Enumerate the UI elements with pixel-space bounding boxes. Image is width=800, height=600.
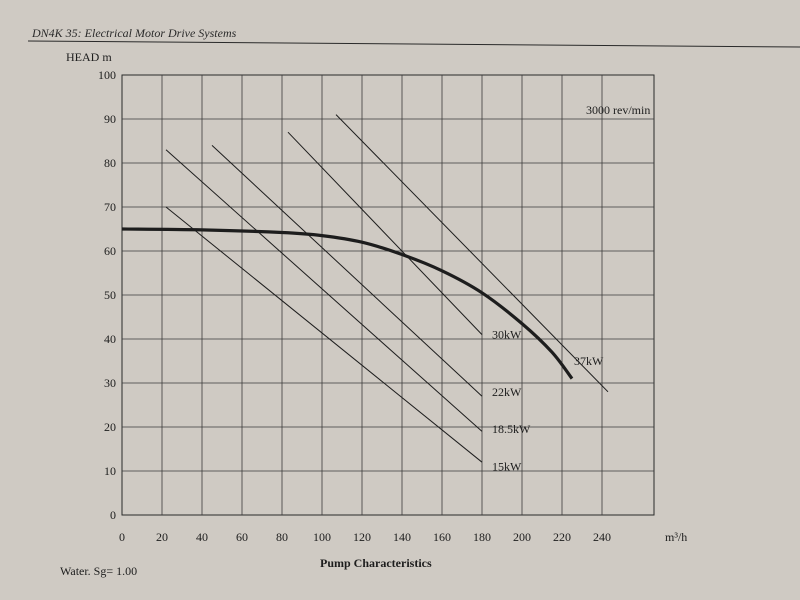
y-tick-label: 50 xyxy=(104,288,116,302)
power-line-label: 22kW xyxy=(492,385,522,399)
x-tick-label: 120 xyxy=(353,530,371,544)
grid xyxy=(122,75,654,515)
y-tick-label: 60 xyxy=(104,244,116,258)
x-tick-label: 60 xyxy=(236,530,248,544)
y-tick-label: 20 xyxy=(104,420,116,434)
y-tick-label: 80 xyxy=(104,156,116,170)
y-tick-label: 70 xyxy=(104,200,116,214)
figure-caption: Pump Characteristics xyxy=(320,556,432,570)
x-tick-label: 40 xyxy=(196,530,208,544)
power-line xyxy=(211,145,483,397)
series-labels: 15kW 18.5kW 22kW 30kW 37kW xyxy=(492,328,604,474)
power-line xyxy=(165,149,483,432)
fluid-caption: Water. Sg= 1.00 xyxy=(60,564,137,578)
x-axis-ticks: 0 20 40 60 80 100 120 140 160 180 200 220 240 xyxy=(119,530,611,544)
power-line-label: 30kW xyxy=(492,328,522,342)
x-tick-label: 220 xyxy=(553,530,571,544)
y-tick-label: 10 xyxy=(104,464,116,478)
y-tick-label: 100 xyxy=(98,68,116,82)
power-line-label: 15kW xyxy=(492,460,522,474)
series-layer xyxy=(121,114,609,463)
x-tick-label: 140 xyxy=(393,530,411,544)
x-tick-label: 180 xyxy=(473,530,491,544)
y-tick-label: 40 xyxy=(104,332,116,346)
header-rule xyxy=(27,40,800,48)
y-axis-label: HEAD m xyxy=(66,50,112,64)
power-line xyxy=(287,131,483,335)
document-header: DN4K 35: Electrical Motor Drive Systems xyxy=(31,26,237,40)
x-axis-label: m³/h xyxy=(665,530,687,544)
pump-head-curve xyxy=(121,227,574,380)
x-tick-label: 20 xyxy=(156,530,168,544)
x-tick-label: 80 xyxy=(276,530,288,544)
x-tick-label: 0 xyxy=(119,530,125,544)
pump-chart: 0 10 20 30 40 50 60 70 80 90 100 0 20 40 60 80 100 120 14… xyxy=(66,50,687,544)
y-tick-label: 30 xyxy=(104,376,116,390)
x-tick-label: 200 xyxy=(513,530,531,544)
x-tick-label: 160 xyxy=(433,530,451,544)
power-line-label: 37kW xyxy=(574,354,604,368)
y-tick-label: 0 xyxy=(110,508,116,522)
power-line xyxy=(165,206,483,463)
power-line-label: 18.5kW xyxy=(492,422,531,436)
x-tick-label: 240 xyxy=(593,530,611,544)
y-axis-ticks: 0 10 20 30 40 50 60 70 80 90 100 xyxy=(98,68,116,522)
x-tick-label: 100 xyxy=(313,530,331,544)
y-tick-label: 90 xyxy=(104,112,116,126)
power-line xyxy=(335,114,609,393)
speed-label: 3000 rev/min xyxy=(586,103,650,117)
